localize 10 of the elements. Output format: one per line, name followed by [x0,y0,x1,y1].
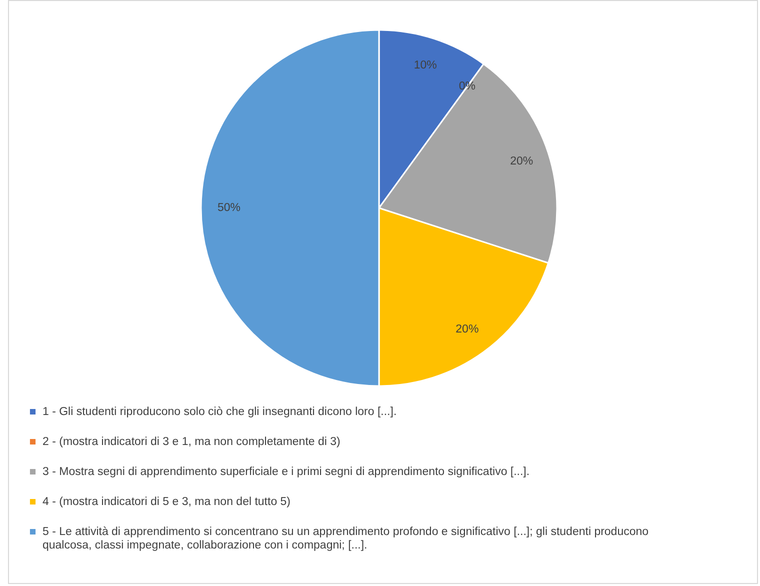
legend-label: 5 - Le attività di apprendimento si concentrano su un apprendimento profondo e significativo [...]; gli studenti producono qualcosa, classi impegnate, collaborazione con i compagni; [...]. [42,526,649,552]
data-label: 50% [217,202,241,214]
legend-label: 4 - (mostra indicatori di 5 e 3, ma non del tutto 5) [42,496,291,508]
text: 0% [458,80,476,93]
legend-label: 3 - Mostra segni di apprendimento superficiale e i primi segni di apprendimento significativo [...]. [42,466,530,478]
data-label: 20% [510,156,534,168]
legend-label: 2 - (mostra indicatori di 3 e 1, ma non completamente di 3) [42,436,341,448]
data-label: 10% [414,59,437,72]
data-label: 20% [456,323,479,336]
legend-label: 1 - Gli studenti riproducono solo ciò che gli insegnanti dicono loro [...]. [42,406,397,418]
